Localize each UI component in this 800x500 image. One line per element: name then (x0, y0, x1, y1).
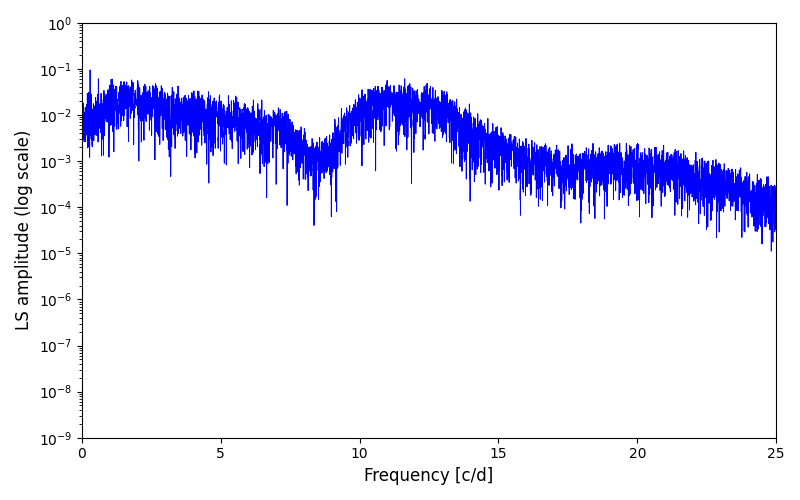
X-axis label: Frequency [c/d]: Frequency [c/d] (364, 467, 494, 485)
Y-axis label: LS amplitude (log scale): LS amplitude (log scale) (15, 130, 33, 330)
